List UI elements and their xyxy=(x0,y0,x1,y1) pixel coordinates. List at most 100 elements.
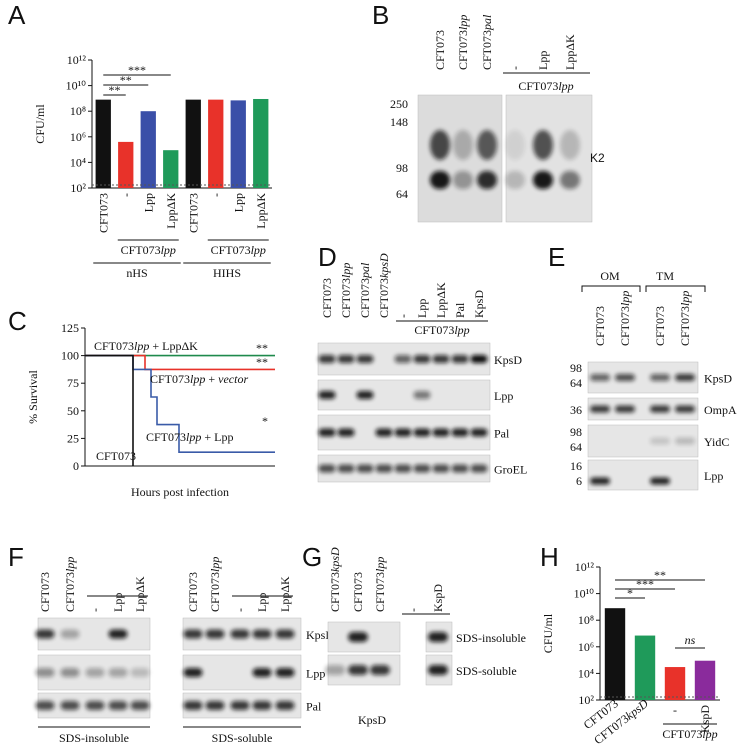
lane-label: CFT073 xyxy=(186,572,200,612)
y-tick-label: 10⁴ xyxy=(578,666,594,680)
band xyxy=(35,701,55,710)
y-tick-label: 100 xyxy=(61,349,79,363)
band xyxy=(453,171,473,189)
band-label: K2 xyxy=(590,151,605,165)
text-run: lpp xyxy=(618,291,632,306)
text-run: Lpp xyxy=(255,593,269,612)
band xyxy=(230,701,250,710)
lane-label: CFT073lpp xyxy=(339,263,353,318)
band xyxy=(505,171,525,189)
x-tick-label: CFT073 xyxy=(96,193,110,233)
y-tick-label: 25 xyxy=(67,431,79,445)
y-tick-label: 10¹⁰ xyxy=(574,587,595,601)
lane-label: CFT073lpp xyxy=(456,15,470,70)
lane-label: LppΔK xyxy=(133,576,147,612)
text-run: pal xyxy=(480,14,494,31)
band xyxy=(375,428,393,437)
row-label: YidC xyxy=(704,435,729,449)
band xyxy=(430,130,450,160)
text-run: - xyxy=(396,314,410,318)
bar xyxy=(664,667,686,700)
lane-label: Lpp xyxy=(255,593,269,612)
band xyxy=(428,665,448,675)
text-run: Lpp xyxy=(536,51,550,70)
text-run: CFT073 xyxy=(653,306,667,346)
lane-label: KpsD xyxy=(472,290,486,318)
band xyxy=(432,428,450,437)
text-run: lpp xyxy=(63,557,77,572)
band xyxy=(394,355,412,363)
text-run: KspD xyxy=(431,584,445,612)
text-run: CFT073 xyxy=(480,30,494,70)
significance-label: * xyxy=(627,586,633,600)
lane-label: CFT073 xyxy=(593,306,607,346)
marker-label: 148 xyxy=(390,115,408,129)
lane-label: - xyxy=(508,66,522,70)
bar xyxy=(140,111,156,188)
text-run: LppΔK xyxy=(434,282,448,318)
band xyxy=(451,428,469,437)
y-tick-label: 10⁸ xyxy=(70,104,86,118)
text-run: lpp xyxy=(161,243,176,257)
blot-panel xyxy=(37,617,151,651)
text-run: lpp xyxy=(208,557,222,572)
lane-label: - xyxy=(88,608,102,612)
band xyxy=(470,464,488,473)
caption: SDS-insoluble xyxy=(59,731,129,745)
band xyxy=(356,464,374,473)
row-label: Lpp xyxy=(704,469,723,483)
band xyxy=(432,355,450,363)
lane-label: CFT073kpsD xyxy=(377,253,391,318)
x-axis-label: Hours post infection xyxy=(131,485,229,499)
bar xyxy=(634,635,656,700)
text-run: lpp xyxy=(454,323,469,337)
text-run: CFT073 xyxy=(121,243,161,257)
lane-label: LppΔK xyxy=(563,34,577,70)
text-run: lpp xyxy=(678,291,692,306)
band xyxy=(615,405,635,413)
row-label: SDS-soluble xyxy=(456,664,517,678)
text-run: CFT073 xyxy=(433,30,447,70)
text-run: CFT073 xyxy=(186,193,200,233)
text-run: - xyxy=(508,66,522,70)
text-run: - xyxy=(119,193,133,197)
text-run: CFT073 xyxy=(96,449,136,463)
band xyxy=(533,171,553,189)
band xyxy=(130,668,150,677)
y-tick-label: 10¹² xyxy=(575,560,595,574)
text-run: lpp xyxy=(339,263,353,278)
y-tick-label: 10⁴ xyxy=(70,155,86,169)
text-run: lpp xyxy=(373,557,387,572)
text-run: CFT073 xyxy=(150,372,190,386)
band xyxy=(85,668,105,677)
text-run: CFT073 xyxy=(358,278,372,318)
text-run: CFT073 xyxy=(414,323,454,337)
text-run: kpsD xyxy=(377,253,391,278)
x-tick-label: LppΔK xyxy=(164,193,178,229)
bar xyxy=(163,150,179,188)
caption: SDS-soluble xyxy=(212,731,273,745)
lane-label: CFT073lpp xyxy=(208,557,222,612)
band xyxy=(275,701,295,710)
series-label: CFT073 xyxy=(96,449,136,463)
band xyxy=(470,355,488,363)
band xyxy=(451,355,469,363)
lane-label: CFT073lpp xyxy=(373,557,387,612)
band xyxy=(318,391,336,399)
lane-label: Pal xyxy=(453,302,467,318)
significance-label: ** xyxy=(120,73,132,87)
y-tick-label: 10² xyxy=(70,181,86,195)
text-run: kpsD xyxy=(328,547,342,572)
group-label: CFT073lpp xyxy=(662,727,717,741)
panel-label: C xyxy=(8,306,27,336)
band xyxy=(85,701,105,710)
survival-line xyxy=(85,354,275,371)
y-tick-label: 10⁶ xyxy=(70,130,86,144)
band xyxy=(108,701,128,710)
caption: KpsD xyxy=(358,713,386,727)
y-tick-label: 50 xyxy=(67,404,79,418)
y-tick-label: 10¹⁰ xyxy=(66,79,87,93)
band xyxy=(675,374,695,381)
panel-label: A xyxy=(8,0,26,30)
band xyxy=(394,428,412,437)
